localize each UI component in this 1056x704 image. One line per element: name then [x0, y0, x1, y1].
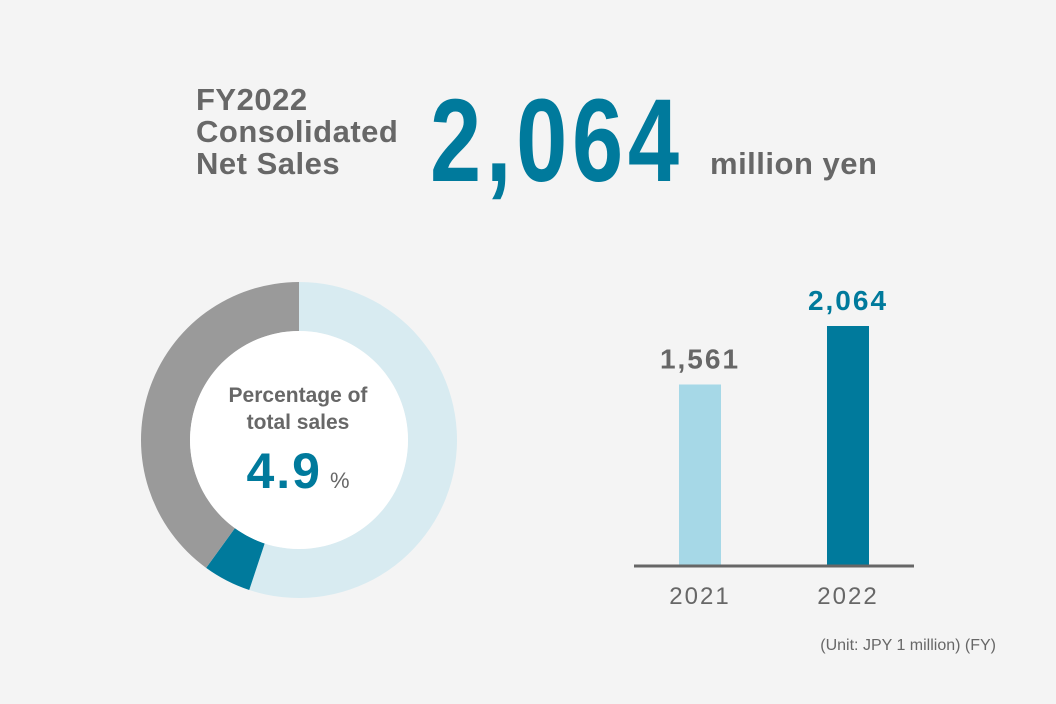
x-tick-label-2022: 2022: [817, 583, 878, 610]
unit-footnote: (Unit: JPY 1 million) (FY): [820, 637, 996, 654]
headline-label-line-3: Net Sales: [196, 146, 341, 181]
donut-slice-2: [140, 282, 299, 568]
headline-label: FY2022 Consolidated Net Sales: [196, 84, 398, 180]
donut-hole: [190, 331, 408, 549]
headline-label-line-1: FY2022: [196, 82, 308, 117]
donut-caption-line-1: Percentage of: [228, 384, 368, 407]
donut-value-unit: %: [329, 468, 350, 493]
donut-slice-0: [249, 282, 457, 598]
headline-unit: million yen: [710, 146, 878, 181]
bar-2021: [679, 384, 721, 566]
donut-caption-line-2: total sales: [246, 411, 350, 434]
bar-value-label-2021: 1,561: [660, 343, 740, 374]
x-tick-label-2021: 2021: [669, 583, 730, 610]
headline-value: 2,064: [430, 75, 684, 207]
donut-value: 4.9%: [198, 442, 398, 500]
donut-caption: Percentage of total sales: [198, 382, 398, 436]
bar-value-label-2022: 2,064: [808, 285, 888, 316]
donut-slice-1: [206, 528, 265, 590]
headline-label-line-2: Consolidated: [196, 114, 399, 149]
bar-2022: [827, 326, 869, 566]
donut-value-number: 4.9: [246, 443, 322, 499]
